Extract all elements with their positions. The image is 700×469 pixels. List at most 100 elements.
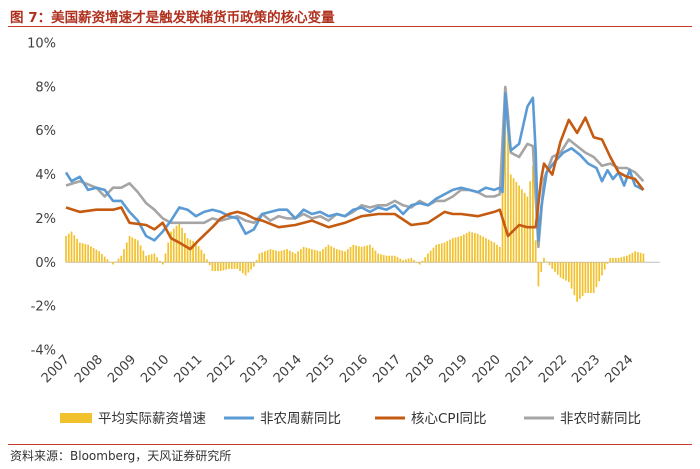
bar-real-wage (269, 249, 272, 263)
bar-real-wage (244, 262, 247, 276)
x-tick-label: 2013 (238, 352, 272, 386)
bar-real-wage (565, 262, 567, 281)
y-tick-label: -2% (31, 300, 56, 315)
bar-real-wage (128, 235, 131, 263)
bar-real-wage (76, 238, 78, 263)
bar-real-wage (153, 253, 156, 263)
bar-real-wage (316, 250, 319, 263)
bar-real-wage (253, 262, 255, 267)
bar-real-wage (628, 254, 631, 263)
bar-real-wage (355, 245, 357, 263)
x-tick-label: 2020 (470, 352, 504, 386)
bar-real-wage (352, 244, 355, 263)
bar-real-wage (446, 241, 449, 263)
bar-real-wage (476, 233, 479, 263)
bar-real-wage (159, 260, 161, 263)
bar-real-wage (460, 235, 462, 263)
bar-real-wage (139, 245, 142, 263)
bar-real-wage (614, 257, 617, 263)
bar-real-wage (186, 238, 189, 263)
bar-real-wage (277, 251, 280, 263)
bar-real-wage (172, 228, 175, 263)
bar-real-wage (418, 262, 421, 265)
bar-real-wage (275, 250, 277, 263)
source-note: 资料来源：Bloomberg，天风证券研究所 (10, 449, 232, 463)
bar-real-wage (601, 262, 603, 276)
bar-real-wage (131, 237, 134, 263)
bar-real-wage (410, 257, 413, 263)
y-tick-label: 0% (35, 256, 56, 271)
bar-real-wage (642, 253, 645, 263)
bar-real-wage (333, 247, 335, 263)
bar-real-wage (427, 253, 429, 263)
bar-real-wage (308, 248, 310, 263)
bar-real-wage (344, 251, 346, 263)
bar-real-wage (639, 252, 642, 263)
bar-real-wage (101, 253, 103, 263)
bar-real-wage (103, 256, 106, 263)
bar-real-wage (592, 262, 595, 293)
line-nonfarm-hourly (65, 85, 645, 249)
bar-real-wage (261, 252, 264, 263)
bar-real-wage (534, 240, 537, 263)
bar-real-wage (360, 246, 363, 263)
bar-real-wage (623, 256, 625, 263)
bar-real-wage (230, 262, 233, 269)
bar-real-wage (346, 249, 349, 263)
bar-real-wage (324, 246, 327, 263)
x-tick-label: 2024 (602, 352, 636, 386)
legend-label: 核心CPI同比 (411, 411, 487, 427)
bar-real-wage (443, 242, 446, 263)
bar-real-wage (584, 262, 587, 293)
bar-real-wage (109, 261, 112, 263)
bar-real-wage (388, 255, 391, 263)
bar-real-wage (272, 249, 275, 263)
x-tick-label: 2017 (370, 352, 404, 386)
x-tick-label: 2008 (72, 352, 106, 386)
bar-real-wage (189, 239, 192, 263)
bar-real-wage (291, 252, 294, 263)
x-tick-label: 2011 (171, 352, 205, 386)
bar-series-real-wage (65, 95, 645, 302)
bar-real-wage (197, 246, 200, 263)
figure-title: 图 7：美国薪资增速才是触发联储货币政策的核心变量 (10, 10, 335, 26)
bar-real-wage (305, 247, 308, 263)
bar-real-wage (286, 249, 288, 263)
bar-real-wage (192, 241, 194, 263)
bar-real-wage (562, 262, 565, 280)
y-tick-label: 10% (27, 37, 56, 52)
legend: 平均实际薪资增速 非农周薪同比 核心CPI同比 非农时薪同比 (60, 411, 641, 427)
x-tick-label: 2021 (503, 352, 537, 386)
bar-real-wage (637, 252, 639, 263)
bar-real-wage (288, 250, 291, 263)
bar-real-wage (429, 250, 432, 263)
bar-real-wage (515, 181, 518, 263)
y-tick-label: 6% (35, 124, 56, 139)
title-divider (8, 26, 692, 27)
bar-real-wage (595, 262, 598, 288)
bar-real-wage (482, 236, 485, 263)
bar-real-wage (311, 249, 313, 263)
bar-real-wage (504, 95, 507, 263)
bar-real-wage (341, 250, 344, 263)
bar-real-wage (440, 243, 443, 263)
bar-real-wage (631, 252, 634, 263)
bar-real-wage (432, 247, 435, 263)
bar-real-wage (208, 262, 211, 266)
y-tick-label: 4% (35, 168, 56, 183)
bar-real-wage (449, 239, 451, 263)
bar-real-wage (587, 262, 590, 293)
bar-real-wage (349, 246, 352, 263)
bar-real-wage (65, 235, 67, 263)
bar-real-wage (145, 255, 147, 263)
bar-real-wage (330, 246, 333, 263)
bar-real-wage (156, 257, 159, 263)
bar-real-wage (537, 262, 540, 287)
bar-real-wage (206, 259, 208, 263)
bar-real-wage (125, 242, 128, 263)
bar-real-wage (438, 244, 440, 263)
bar-real-wage (366, 245, 369, 263)
bar-real-wage (338, 249, 341, 263)
y-tick-label: 8% (35, 80, 56, 95)
bar-real-wage (457, 236, 460, 263)
